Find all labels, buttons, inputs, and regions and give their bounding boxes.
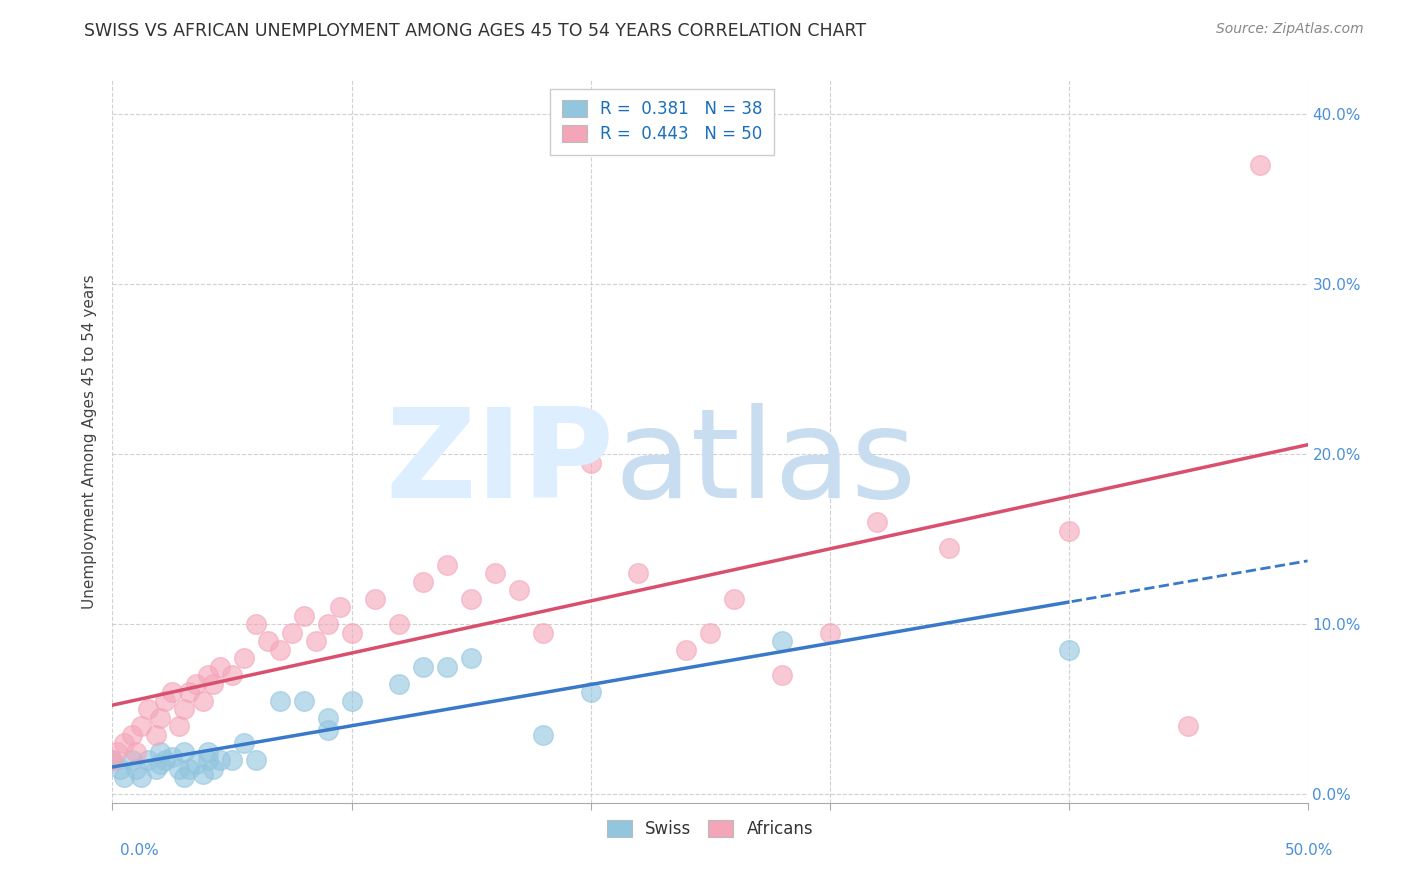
Point: [186, 756, 208, 771]
Point: [193, 767, 215, 781]
Point: [209, 753, 232, 767]
Point: [129, 770, 152, 784]
Point: [1057, 524, 1080, 538]
Point: [866, 516, 889, 530]
Point: [125, 762, 148, 776]
Point: [149, 711, 172, 725]
Point: [173, 745, 195, 759]
Point: [129, 719, 152, 733]
Point: [193, 694, 215, 708]
Point: [388, 617, 411, 632]
Point: [101, 753, 124, 767]
Point: [153, 753, 176, 767]
Point: [233, 736, 256, 750]
Point: [197, 745, 219, 759]
Point: [675, 642, 697, 657]
Point: [316, 617, 339, 632]
Point: [162, 685, 183, 699]
Text: ZIP: ZIP: [385, 402, 614, 524]
Point: [531, 728, 554, 742]
Point: [173, 770, 195, 784]
Point: [177, 685, 200, 699]
Legend: Swiss, Africans: Swiss, Africans: [600, 814, 820, 845]
Point: [101, 753, 124, 767]
Point: [340, 694, 363, 708]
Point: [257, 634, 280, 648]
Point: [1177, 719, 1199, 733]
Point: [138, 753, 160, 767]
Point: [699, 625, 721, 640]
Point: [105, 745, 128, 759]
Point: [316, 723, 339, 737]
Text: Source: ZipAtlas.com: Source: ZipAtlas.com: [1216, 22, 1364, 37]
Text: 50.0%: 50.0%: [1285, 843, 1333, 858]
Point: [145, 762, 167, 776]
Point: [197, 668, 219, 682]
Point: [1057, 642, 1080, 657]
Point: [221, 668, 243, 682]
Text: 0.0%: 0.0%: [120, 843, 159, 858]
Point: [460, 651, 482, 665]
Point: [169, 719, 191, 733]
Point: [153, 694, 176, 708]
Point: [281, 625, 304, 640]
Point: [108, 762, 131, 776]
Point: [186, 677, 208, 691]
Point: [818, 625, 841, 640]
Point: [436, 558, 458, 572]
Point: [460, 591, 482, 606]
Point: [125, 745, 148, 759]
Point: [221, 753, 243, 767]
Point: [388, 677, 411, 691]
Point: [770, 668, 793, 682]
Point: [305, 634, 328, 648]
Point: [121, 728, 143, 742]
Point: [177, 762, 200, 776]
Point: [162, 750, 183, 764]
Point: [723, 591, 745, 606]
Point: [316, 711, 339, 725]
Point: [436, 660, 458, 674]
Point: [579, 685, 602, 699]
Point: [149, 745, 172, 759]
Point: [209, 660, 232, 674]
Point: [114, 736, 135, 750]
Y-axis label: Unemployment Among Ages 45 to 54 years: Unemployment Among Ages 45 to 54 years: [82, 274, 97, 609]
Text: atlas: atlas: [614, 402, 917, 524]
Point: [484, 566, 506, 581]
Point: [197, 753, 219, 767]
Point: [938, 541, 960, 555]
Point: [627, 566, 650, 581]
Point: [508, 583, 530, 598]
Point: [329, 600, 352, 615]
Point: [169, 762, 191, 776]
Point: [245, 617, 267, 632]
Point: [149, 756, 172, 771]
Point: [579, 456, 602, 470]
Point: [138, 702, 160, 716]
Point: [292, 608, 315, 623]
Point: [412, 660, 434, 674]
Point: [364, 591, 387, 606]
Point: [145, 728, 167, 742]
Point: [233, 651, 256, 665]
Point: [292, 694, 315, 708]
Point: [770, 634, 793, 648]
Point: [269, 642, 291, 657]
Point: [201, 762, 224, 776]
Point: [201, 677, 224, 691]
Point: [114, 770, 135, 784]
Text: SWISS VS AFRICAN UNEMPLOYMENT AMONG AGES 45 TO 54 YEARS CORRELATION CHART: SWISS VS AFRICAN UNEMPLOYMENT AMONG AGES…: [84, 22, 866, 40]
Point: [173, 702, 195, 716]
Point: [340, 625, 363, 640]
Point: [121, 753, 143, 767]
Point: [269, 694, 291, 708]
Point: [1249, 158, 1271, 172]
Point: [412, 574, 434, 589]
Point: [245, 753, 267, 767]
Point: [531, 625, 554, 640]
